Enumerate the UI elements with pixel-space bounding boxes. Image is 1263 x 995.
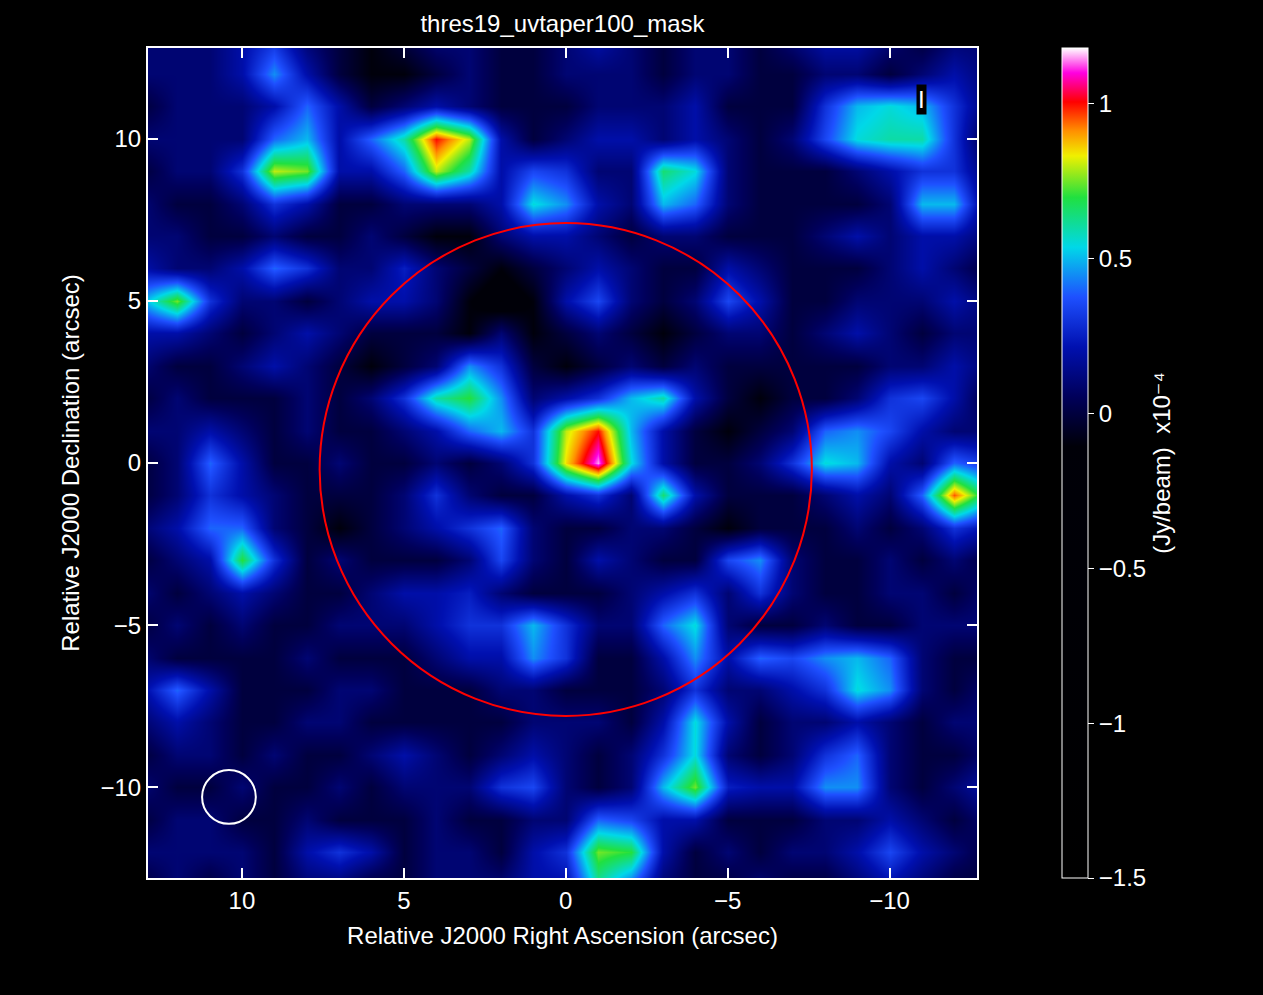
svg-text:thres19_uvtaper100_mask: thres19_uvtaper100_mask	[420, 10, 705, 37]
svg-text:−1: −1	[1099, 710, 1126, 737]
svg-text:Relative J2000 Declination (ar: Relative J2000 Declination (arcsec)	[57, 274, 84, 652]
svg-text:5: 5	[397, 887, 410, 914]
svg-text:0.5: 0.5	[1099, 245, 1132, 272]
svg-text:Relative J2000 Right Ascension: Relative J2000 Right Ascension (arcsec)	[347, 922, 778, 949]
svg-text:(Jy/beam) x10⁻⁴: (Jy/beam) x10⁻⁴	[1148, 372, 1175, 554]
svg-text:0: 0	[559, 887, 572, 914]
svg-text:−1.5: −1.5	[1099, 864, 1146, 891]
svg-text:−5: −5	[714, 887, 741, 914]
svg-text:5: 5	[128, 287, 141, 314]
svg-text:10: 10	[114, 125, 141, 152]
svg-text:−10: −10	[869, 887, 910, 914]
svg-text:1: 1	[1099, 90, 1112, 117]
svg-text:0: 0	[128, 449, 141, 476]
svg-text:−10: −10	[100, 774, 141, 801]
svg-text:0: 0	[1099, 400, 1112, 427]
svg-text:−0.5: −0.5	[1099, 555, 1146, 582]
svg-text:I: I	[918, 86, 925, 113]
svg-text:−5: −5	[114, 612, 141, 639]
svg-text:10: 10	[229, 887, 256, 914]
